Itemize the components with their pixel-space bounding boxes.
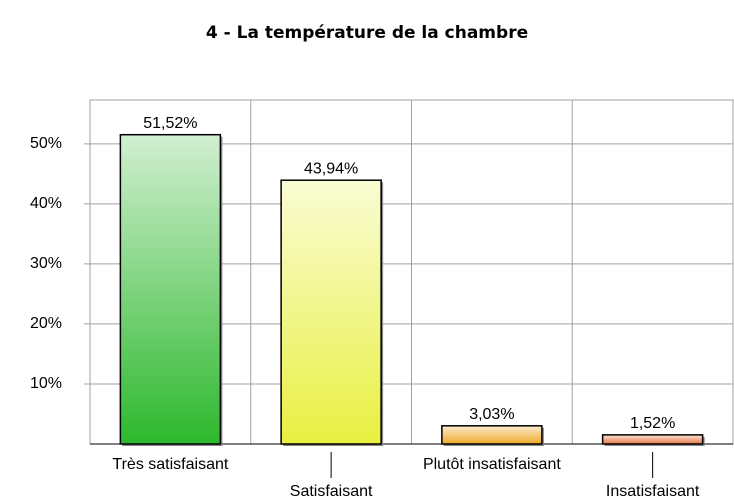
bar bbox=[119, 133, 222, 445]
y-tick-label: 10% bbox=[30, 375, 62, 392]
value-label: 1,52% bbox=[630, 415, 675, 432]
x-tick-label: Insatisfaisant bbox=[606, 483, 700, 500]
y-tick-label: 30% bbox=[30, 255, 62, 272]
chart-title: 4 - La température de la chambre bbox=[206, 23, 528, 43]
x-tick-label: Plutôt insatisfaisant bbox=[423, 456, 561, 473]
value-label: 3,03% bbox=[469, 406, 514, 423]
bar bbox=[601, 434, 704, 445]
y-tick-label: 50% bbox=[30, 135, 62, 152]
x-tick-label: Satisfaisant bbox=[290, 483, 373, 500]
y-tick-label: 20% bbox=[30, 315, 62, 332]
bar bbox=[280, 179, 382, 445]
value-label: 51,52% bbox=[143, 115, 197, 132]
y-tick-label: 40% bbox=[30, 195, 62, 212]
value-label: 43,94% bbox=[304, 160, 358, 177]
bar bbox=[441, 425, 543, 445]
x-tick-label: Très satisfaisant bbox=[112, 456, 228, 473]
